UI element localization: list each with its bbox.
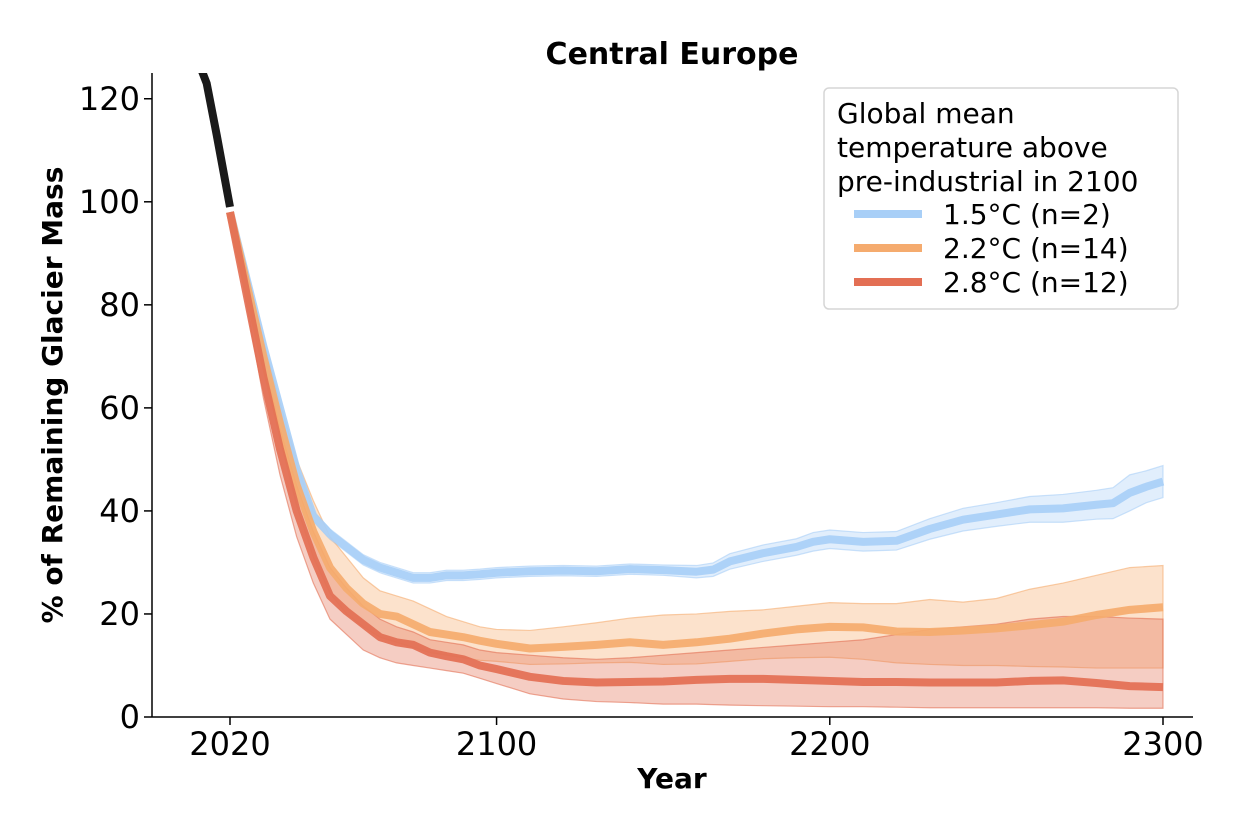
line-2-2-c-n-14 [226,211,1164,653]
line-1-5-c-n-2 [226,211,1165,582]
legend-label-2-2c: 2.2°C (n=14) [943,232,1129,265]
legend-title-line-3: pre-industrial in 2100 [837,165,1138,198]
axes: 2020 2100 2200 2300 0 20 40 60 80 100 120 [79,73,1204,763]
legend-label-2-8c: 2.8°C (n=12) [943,266,1129,299]
y-tick-label-80: 80 [99,286,140,324]
band-2-8-c-n-12 [229,211,1164,709]
legend-box [823,87,1179,310]
x-axis-title: Year [636,762,707,795]
x-tick-label-2300: 2300 [1122,725,1203,763]
x-tick-label-2100: 2100 [456,725,537,763]
x-ticks: 2020 2100 2200 2300 [189,717,1204,763]
y-tick-label-40: 40 [99,492,140,530]
legend-title-line-1: Global mean [837,97,1015,130]
legend-title-line-2: temperature above [837,131,1108,164]
line-historical [198,73,234,208]
line-2-8-c-n-12 [226,211,1164,692]
y-axis-title: % of Remaining Glacier Mass [36,167,69,624]
y-tick-label-0: 0 [120,698,140,736]
y-tick-label-60: 60 [99,389,140,427]
y-ticks: 0 20 40 60 80 100 120 [79,80,152,736]
y-tick-label-120: 120 [79,80,140,118]
chart-title: Central Europe [546,37,799,72]
x-tick-label-2200: 2200 [789,725,870,763]
y-tick-label-100: 100 [79,183,140,221]
legend: Global mean temperature above pre-indust… [823,87,1179,310]
x-tick-label-2020: 2020 [189,725,270,763]
y-tick-label-20: 20 [99,595,140,633]
legend-label-1-5c: 1.5°C (n=2) [943,198,1111,231]
plot-area [198,73,1165,709]
